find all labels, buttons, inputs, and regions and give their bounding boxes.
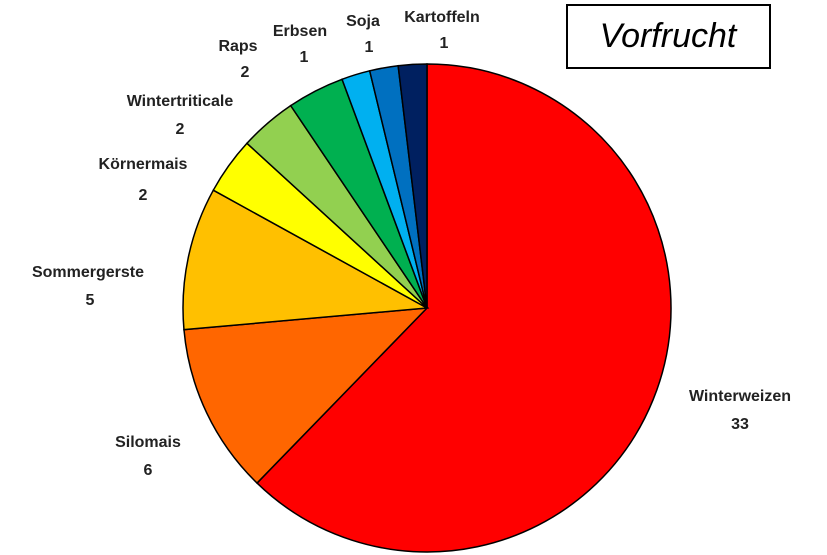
slice-label: Sommergerste xyxy=(32,264,144,281)
slice-label: Erbsen xyxy=(273,23,327,40)
pie-slice xyxy=(182,189,430,331)
slice-value: 1 xyxy=(300,49,309,66)
slice-value: 1 xyxy=(440,35,449,52)
pie-slice xyxy=(183,307,429,485)
slice-label: Körnermais xyxy=(99,156,188,173)
slice-value: 33 xyxy=(731,416,749,433)
chart-title: Vorfrucht xyxy=(600,17,738,55)
slice-value: 6 xyxy=(144,462,153,479)
slice-label: Silomais xyxy=(115,434,181,451)
title-box xyxy=(566,4,771,69)
slice-label: Kartoffeln xyxy=(404,9,480,26)
slice-label: Soja xyxy=(346,13,380,30)
slice-value: 5 xyxy=(86,292,95,309)
pie-slice xyxy=(255,63,672,553)
slice-value: 2 xyxy=(176,121,185,138)
pie-slice xyxy=(397,63,428,309)
slice-label: Wintertriticale xyxy=(127,93,234,110)
slice-value: 1 xyxy=(365,39,374,56)
slice-label: Raps xyxy=(218,38,257,55)
slice-value: 2 xyxy=(241,64,250,81)
slice-value: 2 xyxy=(139,187,148,204)
slice-label: Winterweizen xyxy=(689,388,791,405)
